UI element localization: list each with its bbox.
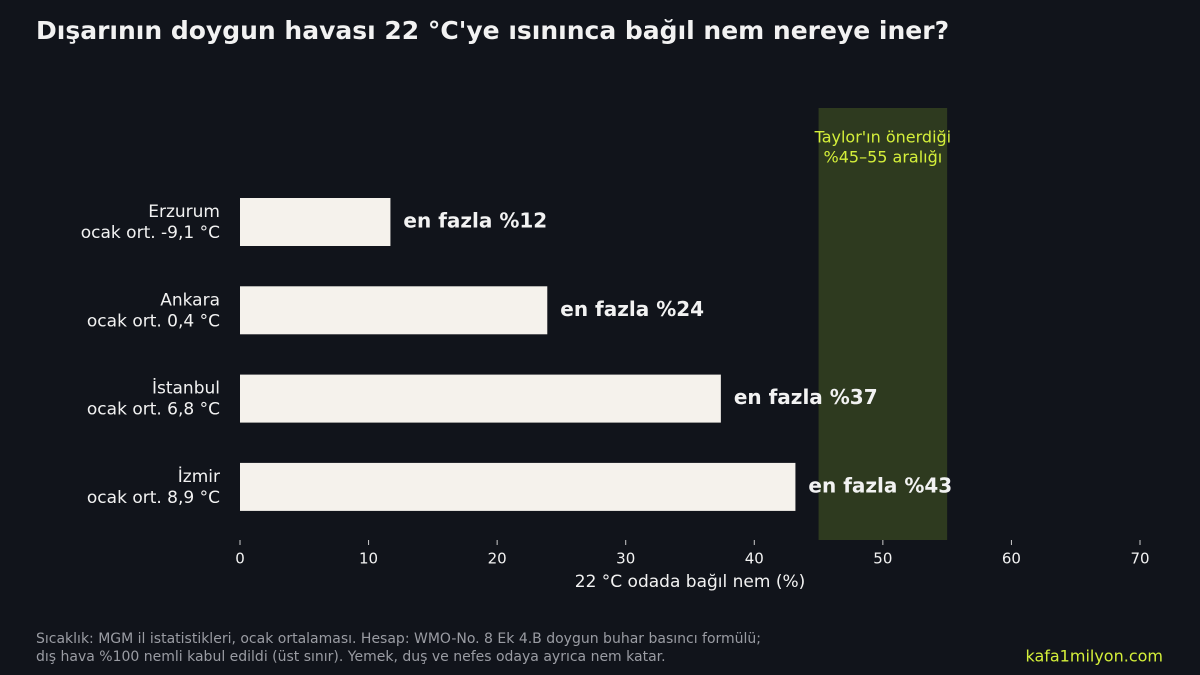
band-label: Taylor'ın önerdiği: [814, 128, 952, 147]
value-label: en fazla %43: [808, 473, 952, 497]
source-note: Sıcaklık: MGM il istatistikleri, ocak or…: [36, 631, 761, 647]
bar: [240, 286, 548, 335]
x-tick-label: 10: [359, 550, 378, 568]
x-tick-label: 0: [235, 550, 245, 568]
y-tick-label: İstanbul: [152, 378, 220, 399]
value-label: en fazla %12: [403, 209, 547, 233]
x-axis-label: 22 °C odada bağıl nem (%): [575, 572, 806, 592]
x-tick-label: 60: [1002, 550, 1021, 568]
y-tick-note: ocak ort. 0,4 °C: [87, 311, 220, 331]
y-tick-note: ocak ort. 6,8 °C: [87, 400, 220, 420]
y-tick-note: ocak ort. 8,9 °C: [87, 488, 220, 508]
bar: [240, 374, 721, 423]
x-tick-label: 70: [1130, 550, 1149, 568]
x-tick-label: 30: [616, 550, 635, 568]
chart-title: Dışarının doygun havası 22 °C'ye ısınınc…: [36, 16, 949, 45]
y-tick-note: ocak ort. -9,1 °C: [81, 223, 220, 243]
band-label: %45–55 aralığı: [824, 148, 943, 167]
bar: [240, 198, 391, 246]
x-tick-label: 50: [873, 550, 892, 568]
x-tick-label: 40: [745, 550, 764, 568]
y-tick-label: Erzurum: [148, 202, 220, 222]
y-tick-label: İzmir: [178, 466, 220, 487]
source-note: dış hava %100 nemli kabul edildi (üst sı…: [36, 649, 666, 665]
value-label: en fazla %24: [560, 297, 704, 321]
recommended-band: [818, 108, 948, 540]
bar: [240, 462, 796, 511]
brand: kafa1milyon.com: [1025, 647, 1163, 666]
value-label: en fazla %37: [734, 385, 878, 409]
y-tick-label: Ankara: [160, 290, 220, 310]
x-tick-label: 20: [488, 550, 507, 568]
